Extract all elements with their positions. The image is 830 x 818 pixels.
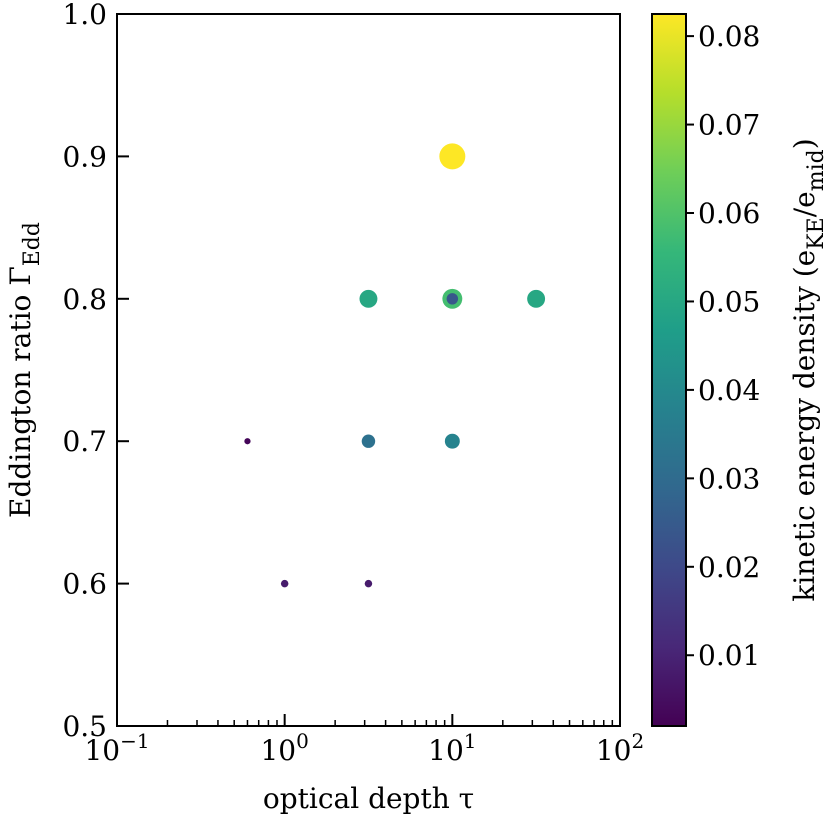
colorbar-label-main: kinetic energy density (e <box>788 250 821 602</box>
colorbar-label-end: ) <box>788 138 821 149</box>
x-tick-label: 10−1 <box>84 729 149 767</box>
y-tick-label: 0.7 <box>62 425 107 458</box>
x-axis-label: optical depth τ <box>263 782 474 815</box>
data-point-10 <box>527 289 546 308</box>
colorbar-tick-label: 0.02 <box>698 551 760 584</box>
y-axis-label: Eddington ratio ΓEdd <box>4 222 45 518</box>
colorbar <box>651 13 687 727</box>
y-axis-ticks: 0.5 0.6 0.7 0.8 0.9 1.0 <box>62 0 129 743</box>
data-points <box>244 143 546 588</box>
colorbar-label-sub1: KE <box>804 217 829 250</box>
data-point-8 <box>446 293 459 305</box>
colorbar-ticks: 0.01 0.02 0.03 0.04 0.05 0.06 0.07 0.08 <box>686 20 760 672</box>
colorbar-tick-label: 0.03 <box>698 462 760 495</box>
x-tick-label: 101 <box>428 729 476 767</box>
y-axis-label-sub: Edd <box>20 222 45 266</box>
y-axis-label-main: Eddington ratio Γ <box>4 266 37 518</box>
colorbar-tick-label: 0.01 <box>698 639 760 672</box>
colorbar-label-mid: /e <box>788 191 821 217</box>
colorbar-label: kinetic energy density (eKE/emid) <box>788 138 829 601</box>
x-tick-label: 102 <box>596 729 644 767</box>
colorbar-tick-label: 0.04 <box>698 374 760 407</box>
colorbar-tick-label: 0.05 <box>698 285 760 318</box>
data-point-6 <box>444 433 460 449</box>
data-point-5 <box>359 289 378 308</box>
data-point-9 <box>439 143 466 170</box>
y-tick-label: 0.5 <box>62 710 107 743</box>
data-point-3 <box>364 579 373 588</box>
x-axis-ticks: 10−1 100 101 102 <box>84 714 644 767</box>
y-tick-label: 0.8 <box>62 283 107 316</box>
plot-frame <box>116 13 621 727</box>
x-tick-label: 100 <box>260 729 308 767</box>
colorbar-tick-label: 0.06 <box>698 197 760 230</box>
colorbar-label-sub2: mid <box>804 149 829 191</box>
colorbar-tick-label: 0.07 <box>698 109 760 142</box>
y-tick-label: 1.0 <box>62 0 107 31</box>
colorbar-tick-label: 0.08 <box>698 20 760 53</box>
y-tick-label: 0.9 <box>62 140 107 173</box>
y-tick-label: 0.6 <box>62 568 107 601</box>
data-point-1 <box>244 438 251 445</box>
data-point-4 <box>361 434 376 448</box>
data-point-2 <box>280 579 289 588</box>
